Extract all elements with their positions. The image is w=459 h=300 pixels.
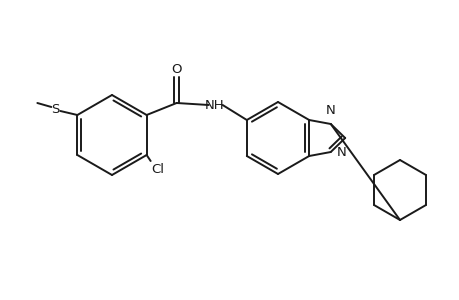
Text: Cl: Cl bbox=[151, 163, 164, 176]
Text: NH: NH bbox=[204, 98, 224, 112]
Text: S: S bbox=[51, 103, 59, 116]
Text: N: N bbox=[336, 146, 346, 158]
Text: O: O bbox=[171, 62, 181, 76]
Text: N: N bbox=[325, 104, 335, 117]
